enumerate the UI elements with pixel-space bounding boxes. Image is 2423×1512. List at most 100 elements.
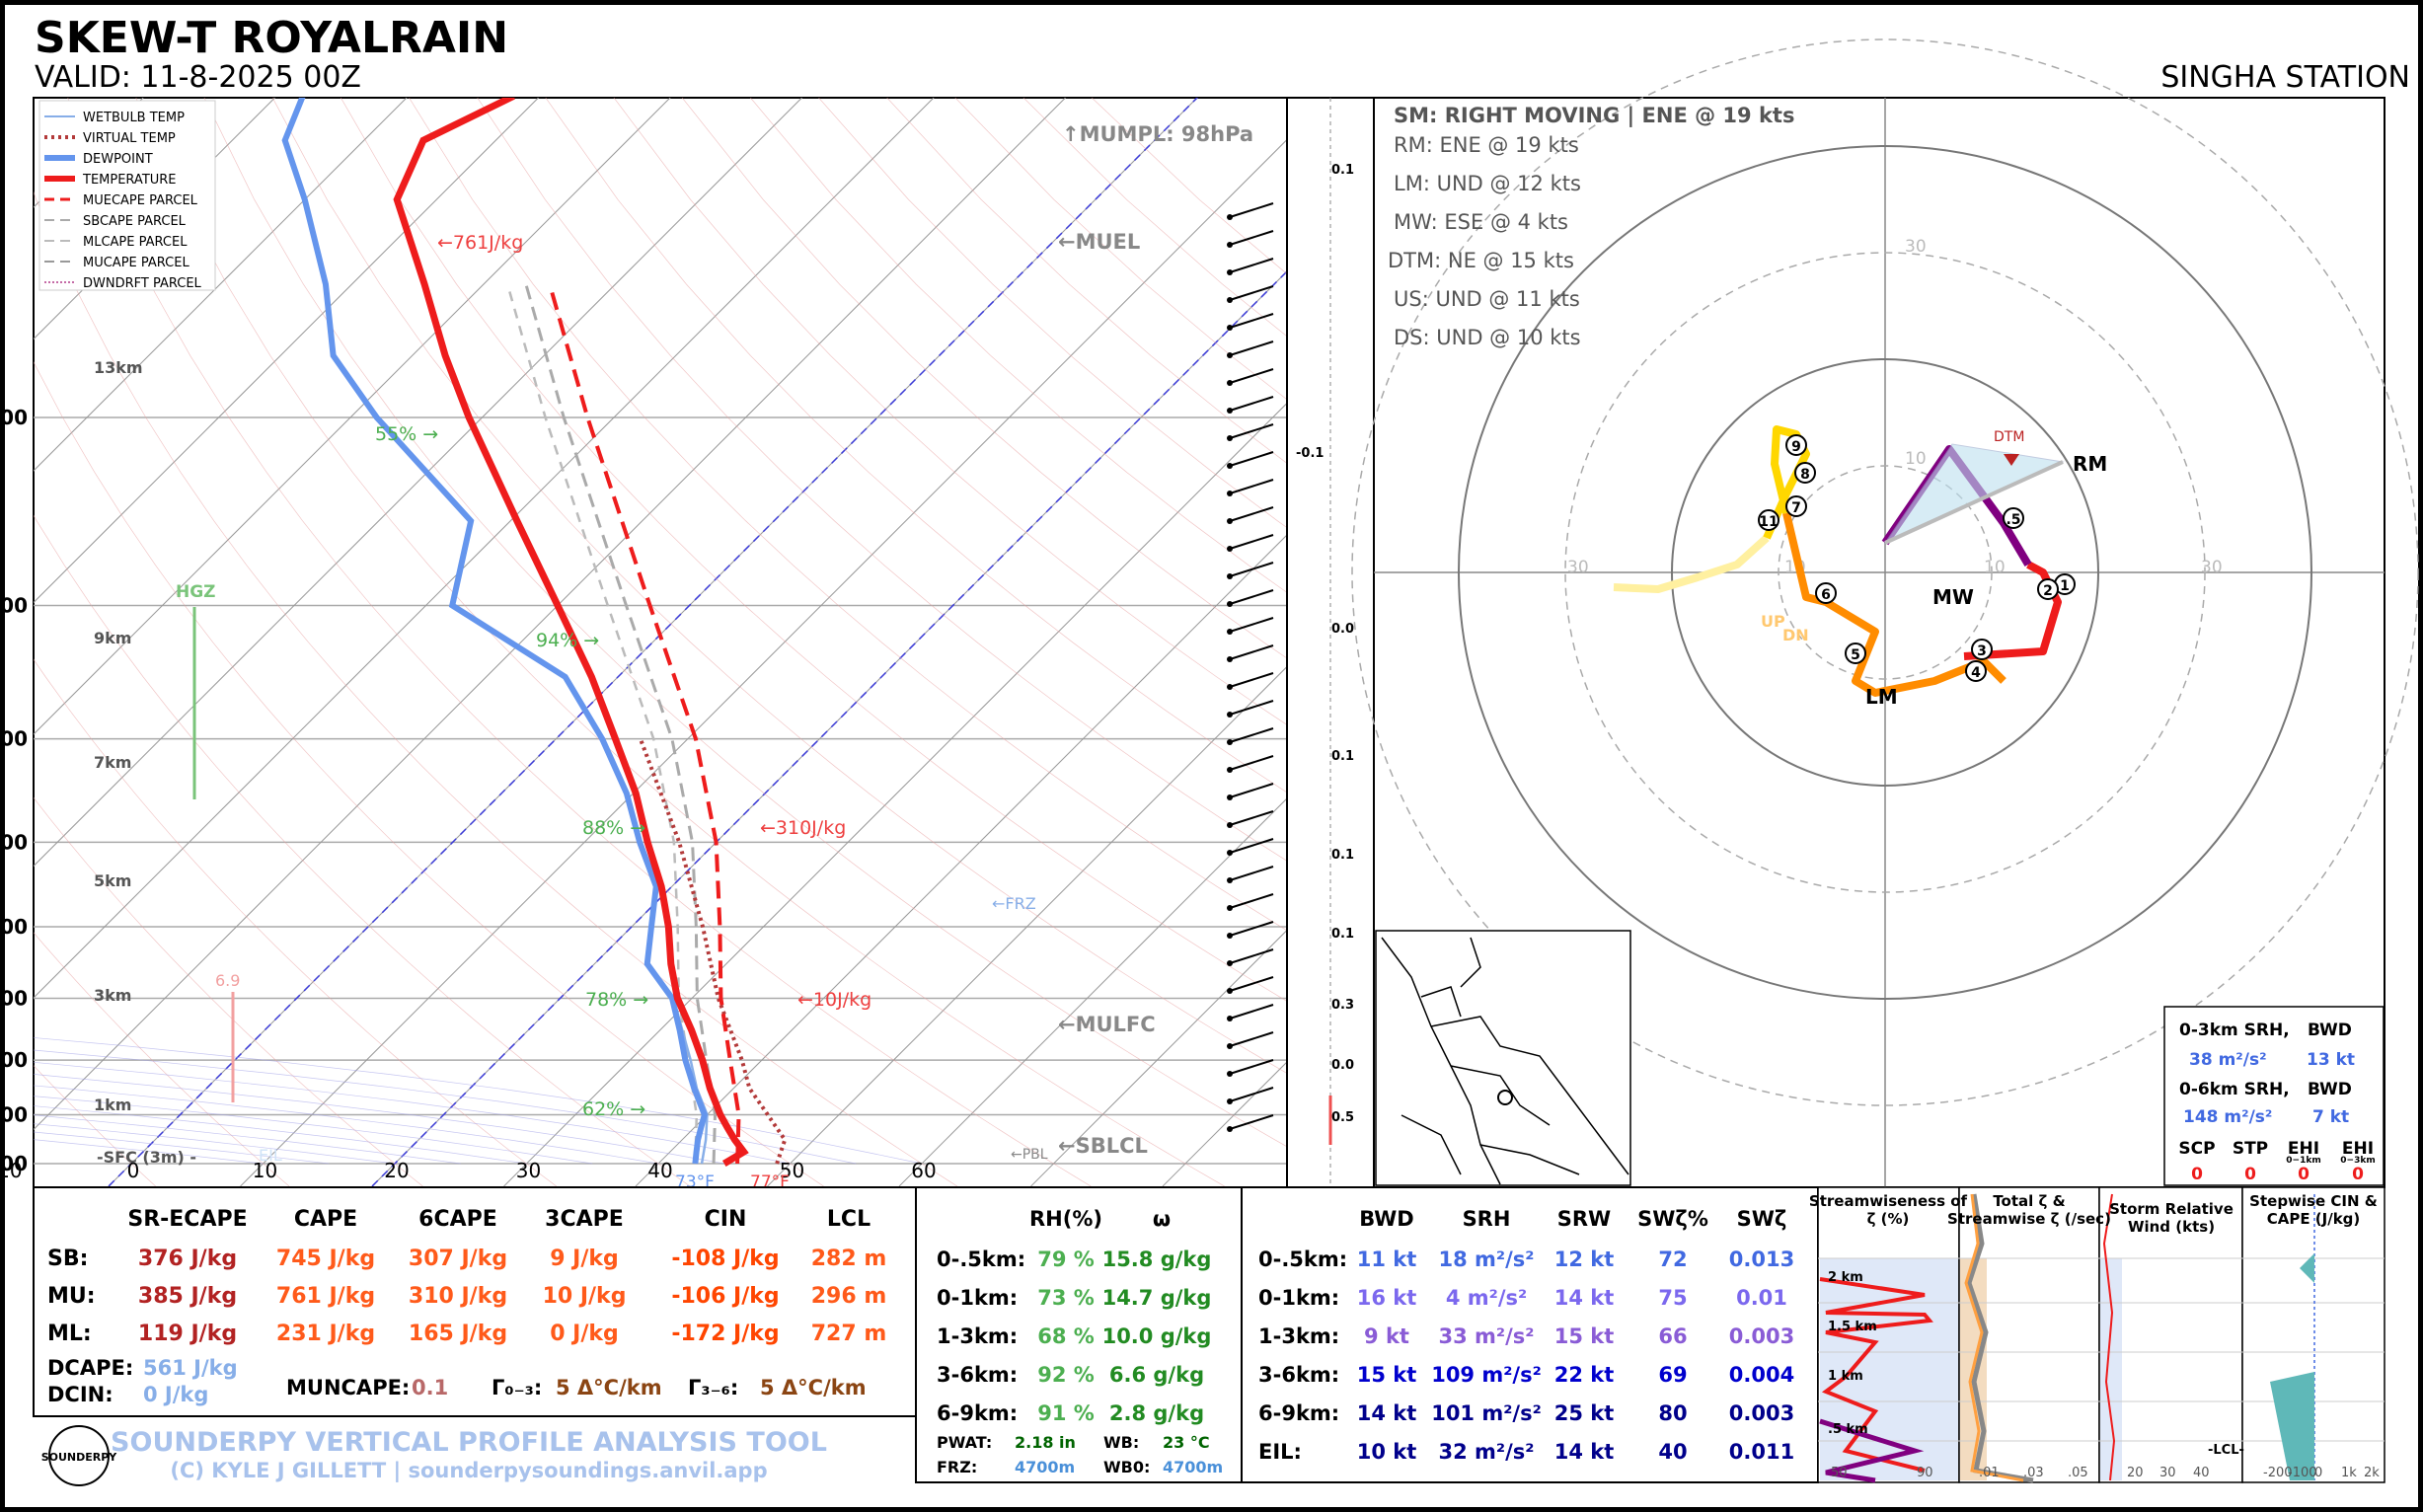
hodo-ring bbox=[1564, 252, 2206, 893]
motion-label: RM: ENE @ 19 kts bbox=[1394, 133, 1579, 157]
dry-adiabat bbox=[409, 98, 1287, 932]
dry-adiabat bbox=[34, 796, 423, 1187]
kin-row-label: 1-3km: bbox=[1258, 1324, 1339, 1348]
dry-adiabat bbox=[34, 190, 958, 1187]
rh-mixing: 6.6 g/kg bbox=[1109, 1363, 1204, 1387]
cin-fill bbox=[2270, 1372, 2314, 1480]
thermo-value: 165 J/kg bbox=[409, 1322, 507, 1346]
kin-value: 109 m²/s² bbox=[1431, 1363, 1542, 1387]
map-border bbox=[1401, 1114, 1462, 1175]
wind-barb bbox=[1229, 368, 1274, 384]
rh-row-label: 3-6km: bbox=[937, 1363, 1018, 1387]
motion-label: US: UND @ 11 kts bbox=[1394, 287, 1580, 311]
inset-value: 148 m²/s² bbox=[2183, 1107, 2272, 1127]
thermo-value: 231 J/kg bbox=[276, 1322, 375, 1346]
dry-adiabat bbox=[34, 658, 557, 1187]
hodo-marker-label: 7 bbox=[1791, 500, 1801, 516]
shear-vector bbox=[1884, 460, 2064, 545]
panel-shade bbox=[2100, 1258, 2122, 1480]
location-map bbox=[1375, 930, 1631, 1186]
rh-table-box bbox=[915, 1186, 1243, 1483]
thermo-value: 0 J/kg bbox=[550, 1322, 619, 1346]
wind-barb bbox=[1229, 866, 1274, 881]
dry-adiabat bbox=[34, 514, 691, 1187]
rh-row-label: 0-1km: bbox=[937, 1286, 1018, 1310]
streamwise-purple bbox=[1819, 1418, 1925, 1483]
moist-adiabat bbox=[34, 1074, 724, 1165]
rh-label: 55% → bbox=[375, 423, 438, 445]
legend: WETBULB TEMP VIRTUAL TEMP DEWPOINT TEMPERAT… bbox=[38, 100, 216, 291]
rm-label: RM bbox=[2073, 452, 2107, 476]
rh-label: 88% → bbox=[582, 817, 645, 839]
panel-height-tick: 2 km bbox=[1828, 1270, 1863, 1285]
thermo-value: -172 J/kg bbox=[671, 1322, 779, 1346]
wind-barb bbox=[1229, 810, 1274, 826]
isotherm bbox=[240, 138, 1287, 1187]
kin-header: SRW bbox=[1557, 1207, 1611, 1231]
omega-label: 0.3 bbox=[1331, 998, 1354, 1013]
height-label: 13km bbox=[94, 358, 143, 377]
omega-label: -0.1 bbox=[1296, 446, 1324, 461]
panel-x-tick: -100 bbox=[2288, 1466, 2317, 1480]
wind-barb bbox=[1229, 313, 1274, 329]
kin-value: 69 bbox=[1658, 1363, 1687, 1387]
rh-value: 92 % bbox=[1037, 1363, 1095, 1387]
thermo-row-label: ML: bbox=[47, 1322, 92, 1346]
isotherm bbox=[503, 402, 1287, 1187]
temp-tick-label: 20 bbox=[384, 1159, 409, 1182]
skewt-labels: 2003004005006007008009001000−20−10010203… bbox=[0, 100, 1253, 1192]
dry-adiabat bbox=[34, 1065, 156, 1187]
dry-adiabat bbox=[340, 98, 1287, 1002]
inset-label: 0-3km SRH, bbox=[2179, 1021, 2290, 1040]
kin-value: 0.004 bbox=[1729, 1363, 1794, 1387]
pressure-tick-label: 200 bbox=[0, 406, 28, 429]
panel-x-tick: .01 bbox=[1979, 1466, 2000, 1480]
wind-barb bbox=[1229, 589, 1274, 605]
kin-value: 12 kt bbox=[1554, 1247, 1615, 1271]
isotherm bbox=[34, 98, 935, 999]
wind-barb bbox=[1229, 1059, 1274, 1075]
hodo-trace bbox=[1613, 535, 1770, 593]
isotherm bbox=[371, 270, 1287, 1187]
thermo-row-label: SB: bbox=[47, 1247, 88, 1271]
rh-row-label: 1-3km: bbox=[937, 1324, 1018, 1348]
kin-value: 11 kt bbox=[1357, 1247, 1417, 1271]
kin-value: 15 kt bbox=[1357, 1363, 1417, 1387]
dry-adiabat bbox=[271, 98, 1287, 1074]
index-value: 0 bbox=[2352, 1165, 2364, 1184]
temp-tick-label: −10 bbox=[0, 1159, 23, 1182]
hodo-ring bbox=[1671, 358, 2099, 787]
wind-barb bbox=[1229, 479, 1274, 494]
kin-value: 80 bbox=[1658, 1401, 1687, 1425]
skewt-profiles bbox=[281, 98, 1274, 1168]
panel-x-tick: 50 bbox=[1831, 1466, 1848, 1480]
kin-value: 15 kt bbox=[1554, 1324, 1615, 1348]
dewpoint-line bbox=[281, 98, 708, 1165]
panel-x-tick: 40 bbox=[2193, 1466, 2210, 1480]
hodo-marker bbox=[2037, 578, 2059, 600]
up-label: UP bbox=[1761, 612, 1785, 631]
hodo-marker bbox=[1785, 434, 1807, 456]
kin-value: 9 kt bbox=[1364, 1324, 1409, 1348]
thermo-value: 310 J/kg bbox=[409, 1284, 507, 1309]
footer-title: SOUNDERPY VERTICAL PROFILE ANALYSIS TOOL bbox=[111, 1427, 827, 1458]
inset-box bbox=[2163, 1006, 2385, 1186]
rh-mixing: 10.0 g/kg bbox=[1102, 1324, 1212, 1348]
panel-title: Streamwiseness of bbox=[1809, 1192, 1968, 1210]
wind-barb bbox=[1229, 534, 1274, 550]
kin-value: 10 kt bbox=[1357, 1440, 1417, 1464]
hodo-marker bbox=[2003, 507, 2024, 529]
isotherm bbox=[635, 534, 1287, 1187]
pressure-tick-label: 400 bbox=[0, 727, 28, 751]
wind-barb bbox=[1229, 948, 1274, 964]
wind-barb bbox=[1229, 893, 1274, 909]
hodo-marker bbox=[1785, 495, 1807, 517]
pressure-tick-label: 900 bbox=[0, 1103, 28, 1127]
sblcl-label: ←SBLCL bbox=[1058, 1134, 1148, 1158]
motion-label: DTM: NE @ 15 kts bbox=[1388, 249, 1574, 272]
valid-time: VALID: 11-8-2025 00Z bbox=[35, 60, 361, 95]
thermo-value: 282 m bbox=[811, 1247, 887, 1271]
tables-text: SR-ECAPE CAPE 6CAPE 3CAPE CIN LCL SB: 376 J/kg 7… bbox=[41, 1207, 1794, 1486]
thermo-header: SR-ECAPE bbox=[127, 1207, 247, 1232]
